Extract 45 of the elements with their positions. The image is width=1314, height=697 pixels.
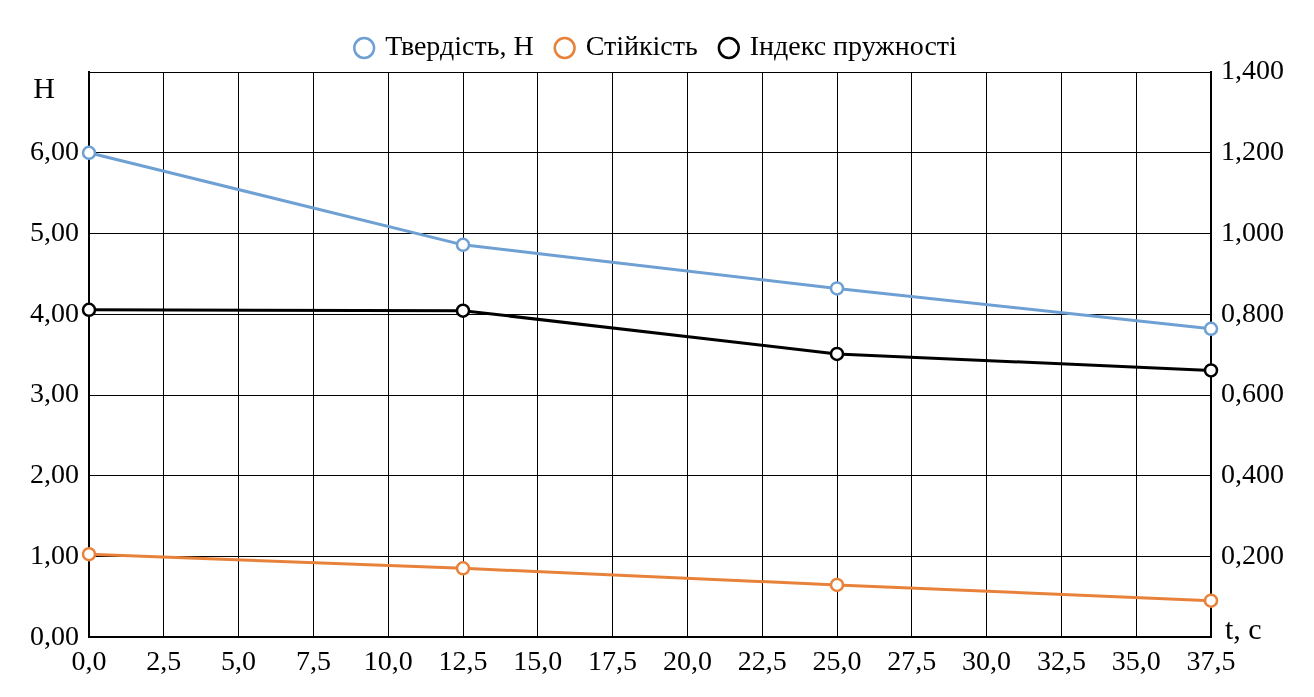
y-tick-label: 4,00 xyxy=(30,296,79,328)
point xyxy=(455,237,471,253)
x-tick-label: 37,5 xyxy=(1186,644,1236,676)
y-axis-title: H xyxy=(33,70,55,104)
legend-label: Індекс пружності xyxy=(749,30,958,62)
legend-label: Стійкість xyxy=(585,30,698,62)
point xyxy=(81,145,97,161)
point xyxy=(1203,593,1219,608)
x-tick-label: 30,0 xyxy=(962,644,1012,676)
y2-tick-label: 1,200 xyxy=(1221,135,1284,167)
x-tick-label: 35,0 xyxy=(1111,644,1161,676)
y-tick-label: 1,00 xyxy=(30,538,79,570)
y2-tick-label: 1,400 xyxy=(1221,54,1284,86)
point xyxy=(1203,363,1219,378)
y-tick-label: 6,00 xyxy=(30,135,79,167)
y-tick-label: 5,00 xyxy=(30,215,79,247)
point xyxy=(455,561,471,576)
point xyxy=(829,577,845,593)
x-tick-label: 27,5 xyxy=(887,644,937,676)
point xyxy=(455,303,471,318)
x-tick-label: 17,5 xyxy=(588,644,638,676)
y-tick-label: 3,00 xyxy=(30,377,79,409)
point xyxy=(1203,321,1219,337)
point xyxy=(81,302,97,318)
y2-tick-label: 1,000 xyxy=(1221,215,1284,247)
y2-tick-label: 0,800 xyxy=(1221,296,1284,328)
y-tick-label: 2,00 xyxy=(30,458,79,490)
x-tick-label: 7,5 xyxy=(295,644,331,676)
point xyxy=(81,546,97,562)
x-tick-label: 32,5 xyxy=(1036,644,1086,676)
y2-tick-label: 0,400 xyxy=(1221,458,1284,490)
x-tick-label: 10,0 xyxy=(363,644,413,676)
y2-tick-label: 0,200 xyxy=(1221,538,1284,570)
x-tick-label: 22,5 xyxy=(737,644,787,676)
x-tick-label: 25,0 xyxy=(812,644,862,676)
point xyxy=(829,281,845,296)
point xyxy=(829,346,845,362)
x-tick-label: 20,0 xyxy=(662,644,712,676)
y2-tick-label: 0,600 xyxy=(1221,377,1284,409)
x-tick-label: 15,0 xyxy=(513,644,563,676)
x-tick-label: 5,0 xyxy=(221,644,257,676)
x-tick-label: 2,5 xyxy=(146,644,182,676)
legend-label: Твердість, H xyxy=(385,30,534,62)
x-tick-label: 12,5 xyxy=(438,644,488,676)
x-axis-title: t, c xyxy=(1225,612,1262,646)
